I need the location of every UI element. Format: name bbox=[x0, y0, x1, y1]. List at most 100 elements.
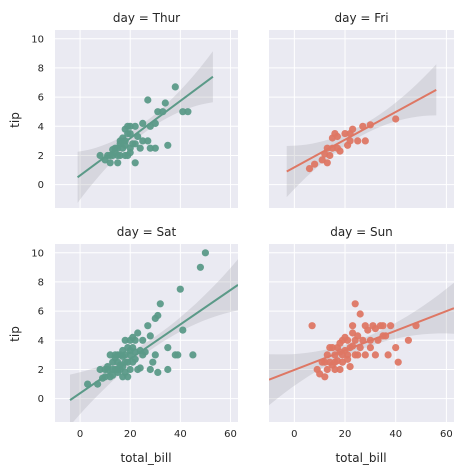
regression-line bbox=[69, 284, 238, 401]
y-tick-label: 10 bbox=[31, 248, 44, 259]
regression-line bbox=[286, 88, 437, 173]
panel-plot-area bbox=[76, 51, 214, 203]
data-point bbox=[361, 137, 369, 145]
data-point bbox=[146, 332, 154, 340]
data-point bbox=[394, 358, 402, 366]
data-point bbox=[336, 365, 344, 374]
x-tick-label: 20 bbox=[124, 429, 137, 440]
y-tick-label: 0 bbox=[38, 180, 44, 191]
data-point bbox=[311, 160, 319, 168]
data-point bbox=[305, 165, 314, 173]
data-point bbox=[139, 336, 147, 344]
x-tick-label: 0 bbox=[291, 429, 297, 440]
data-point bbox=[308, 322, 316, 330]
data-point bbox=[321, 373, 329, 381]
y-axis-label-bottom: tip bbox=[8, 326, 22, 342]
panel-background bbox=[55, 30, 238, 208]
panel-plot-area bbox=[286, 64, 437, 198]
data-point bbox=[344, 336, 352, 344]
data-point bbox=[134, 329, 142, 337]
data-point bbox=[136, 364, 144, 372]
data-point bbox=[176, 285, 184, 293]
data-point bbox=[144, 96, 152, 104]
data-point bbox=[139, 119, 147, 127]
data-point bbox=[333, 132, 341, 141]
data-point bbox=[349, 322, 357, 330]
data-point bbox=[149, 358, 157, 366]
x-axis-label-left: total_bill bbox=[120, 451, 171, 465]
data-point bbox=[139, 137, 147, 145]
data-point bbox=[136, 144, 144, 152]
data-point bbox=[131, 122, 139, 130]
confidence-band bbox=[70, 259, 238, 422]
facet-title: day = Sun bbox=[330, 225, 393, 239]
data-point bbox=[336, 147, 344, 155]
facet-panel: day = Thur 0 2 4 6 8 10 bbox=[31, 11, 238, 208]
data-point bbox=[144, 137, 152, 145]
data-point bbox=[201, 249, 209, 257]
data-point bbox=[371, 351, 379, 359]
data-point bbox=[164, 365, 172, 374]
data-point bbox=[392, 115, 400, 123]
data-point bbox=[341, 130, 349, 138]
panel-plot-area bbox=[269, 282, 454, 406]
data-point bbox=[126, 122, 134, 130]
facet-title: day = Fri bbox=[334, 11, 388, 25]
data-point bbox=[354, 137, 362, 145]
facet-panel: day = Fri bbox=[269, 11, 454, 208]
data-point bbox=[351, 300, 359, 308]
data-point bbox=[151, 144, 159, 152]
data-point bbox=[171, 83, 179, 91]
x-tick-label: 60 bbox=[224, 429, 237, 440]
facet-panel: day = Sat 0 2 4 6 8 10 0 20 40 60 bbox=[31, 225, 238, 440]
data-point bbox=[151, 351, 159, 359]
data-point bbox=[189, 351, 197, 359]
data-point bbox=[361, 351, 369, 359]
data-point bbox=[174, 351, 182, 359]
data-point bbox=[392, 344, 400, 352]
panel-background bbox=[269, 244, 454, 422]
regression-line bbox=[269, 307, 454, 381]
y-tick-label: 10 bbox=[31, 34, 44, 45]
panel-background bbox=[55, 244, 238, 422]
data-point bbox=[196, 263, 204, 271]
x-axis-label-right: total_bill bbox=[335, 451, 386, 465]
data-point bbox=[184, 108, 192, 116]
y-tick-label: 2 bbox=[38, 151, 44, 162]
y-tick-label: 8 bbox=[38, 277, 44, 288]
data-point bbox=[131, 159, 139, 167]
data-point bbox=[131, 140, 139, 148]
data-point bbox=[331, 365, 339, 374]
data-point bbox=[116, 151, 124, 160]
data-point bbox=[164, 344, 172, 352]
y-tick-label: 6 bbox=[38, 307, 44, 318]
data-point bbox=[146, 365, 154, 374]
facet-panels: day = Thur 0 2 4 6 8 10 day = Fri day = Sat 0 2 4 6 8… bbox=[31, 11, 454, 440]
data-point bbox=[156, 300, 164, 308]
regression-line bbox=[76, 75, 214, 179]
data-point bbox=[121, 351, 129, 359]
panel-background bbox=[269, 30, 454, 208]
y-tick-label: 6 bbox=[38, 93, 44, 104]
data-point bbox=[144, 322, 152, 330]
data-point bbox=[126, 365, 134, 374]
data-point bbox=[179, 108, 187, 116]
data-point bbox=[344, 355, 352, 363]
y-axis-label-top: tip bbox=[8, 112, 22, 128]
y-tick-label: 0 bbox=[38, 394, 44, 405]
y-tick-label: 4 bbox=[38, 336, 44, 347]
data-point bbox=[404, 336, 412, 344]
data-point bbox=[346, 137, 354, 145]
data-point bbox=[126, 130, 134, 138]
x-tick-label: 20 bbox=[339, 429, 352, 440]
data-point bbox=[356, 310, 364, 318]
data-point bbox=[146, 144, 154, 152]
facet-title: day = Sat bbox=[117, 225, 177, 239]
data-point bbox=[164, 141, 172, 149]
data-point bbox=[323, 365, 331, 374]
data-point bbox=[328, 344, 336, 352]
data-point bbox=[179, 326, 187, 334]
data-point bbox=[323, 159, 331, 167]
x-tick-label: 0 bbox=[77, 429, 83, 440]
